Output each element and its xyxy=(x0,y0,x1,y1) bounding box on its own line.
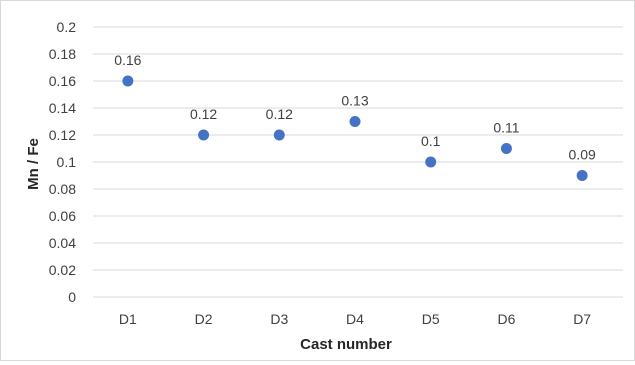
data-labels: 0.16 0.12 0.12 0.13 0.1 0.11 0.09 xyxy=(114,52,596,163)
data-label-D2: 0.12 xyxy=(190,106,217,122)
x-tick-label-D2: D2 xyxy=(195,311,213,327)
x-tick-label-D4: D4 xyxy=(346,311,364,327)
x-tick-label-D6: D6 xyxy=(497,311,515,327)
data-label-D5: 0.1 xyxy=(421,133,441,149)
y-tick-label: 0.1 xyxy=(57,154,77,170)
x-tick-label-D5: D5 xyxy=(422,311,440,327)
y-tick-label: 0.04 xyxy=(49,235,76,251)
data-point-D4 xyxy=(349,116,361,127)
data-label-D3: 0.12 xyxy=(266,106,293,122)
y-tick-label: 0.18 xyxy=(49,46,76,62)
y-tick-label: 0.08 xyxy=(49,181,76,197)
y-axis-title: Mn / Fe xyxy=(25,138,42,190)
data-points xyxy=(122,75,588,181)
data-point-D1 xyxy=(122,75,134,87)
x-tick-label-D7: D7 xyxy=(573,311,591,327)
x-axis-title: Cast number xyxy=(300,336,392,353)
data-point-D6 xyxy=(500,143,512,154)
y-axis-ticks: 0 0.02 0.04 0.06 0.08 0.1 0.12 0.14 0.16 0.18 0.2 xyxy=(49,19,76,305)
data-point-D7 xyxy=(576,170,588,181)
data-label-D1: 0.16 xyxy=(114,52,141,68)
y-tick-label: 0.12 xyxy=(49,127,76,143)
x-tick-label-D3: D3 xyxy=(270,311,288,327)
data-label-D7: 0.09 xyxy=(569,147,596,163)
y-tick-label: 0.2 xyxy=(57,19,77,35)
y-tick-label: 0.02 xyxy=(49,262,76,278)
gridlines xyxy=(93,26,623,298)
data-point-D2 xyxy=(198,129,210,141)
y-tick-label: 0 xyxy=(68,289,76,305)
data-point-D5 xyxy=(425,156,437,168)
x-axis-ticks: D1 D2 D3 D4 D5 D6 D7 xyxy=(119,311,591,327)
y-tick-label: 0.16 xyxy=(49,73,76,89)
y-tick-label: 0.14 xyxy=(49,100,76,116)
x-tick-label-D1: D1 xyxy=(119,311,137,327)
y-tick-label: 0.06 xyxy=(49,208,76,224)
data-label-D6: 0.11 xyxy=(493,120,519,136)
data-point-D3 xyxy=(273,129,285,141)
data-label-D4: 0.13 xyxy=(341,93,368,109)
